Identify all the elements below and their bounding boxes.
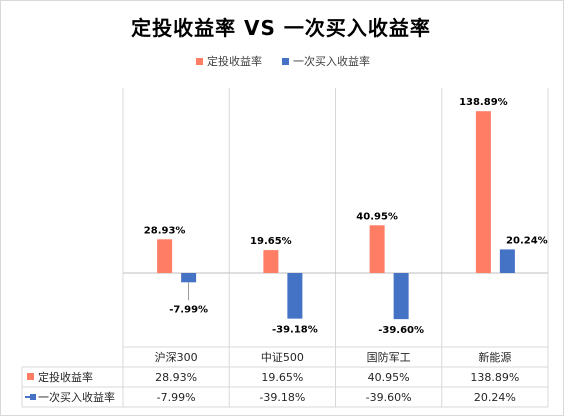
bar [181, 273, 197, 283]
bar [369, 225, 385, 273]
table-cell: -39.18% [259, 391, 305, 404]
table-legend-swatch [27, 373, 34, 380]
legend-swatch-series-2 [282, 57, 289, 65]
bar [475, 111, 491, 274]
bar [393, 273, 409, 320]
table-cell: 28.93% [155, 371, 197, 384]
bar [263, 250, 279, 273]
table-cell: -39.60% [366, 391, 412, 404]
data-label: -7.99% [169, 304, 208, 315]
legend-label-series-1: 定投收益率 [207, 55, 262, 68]
data-label: 28.93% [144, 225, 186, 236]
table-cell: 138.89% [470, 371, 519, 384]
data-label: 19.65% [250, 236, 292, 247]
legend-swatch-series-1 [196, 57, 203, 65]
table-cell: 20.24% [474, 391, 516, 404]
data-label: 40.95% [356, 211, 398, 222]
bar [499, 249, 515, 273]
legend-label-series-2: 一次买入收益率 [293, 55, 370, 68]
category-label: 中证500 [261, 351, 304, 364]
table-cell: 19.65% [261, 371, 303, 384]
chart-title: 定投收益率 VS 一次买入收益率 [131, 16, 431, 40]
legend-item-series-2: 一次买入收益率 [282, 53, 370, 69]
table-row-header: 一次买入收益率 [38, 390, 115, 404]
category-label: 沪深300 [155, 350, 198, 364]
category-label: 新能源 [478, 350, 511, 364]
legend-item-series-1: 定投收益率 [196, 53, 262, 69]
data-label: -39.60% [378, 325, 424, 336]
table-cell: -7.99% [157, 391, 196, 404]
data-label: 20.24% [506, 235, 548, 246]
category-label: 国防军工 [367, 350, 411, 364]
bar [287, 273, 303, 319]
table-cell: 40.95% [368, 371, 410, 384]
table-row-header: 定投收益率 [38, 370, 93, 384]
table-legend-swatch [30, 394, 36, 400]
data-label: 138.89% [459, 97, 508, 108]
bar [157, 239, 173, 273]
data-label: -39.18% [272, 325, 318, 336]
